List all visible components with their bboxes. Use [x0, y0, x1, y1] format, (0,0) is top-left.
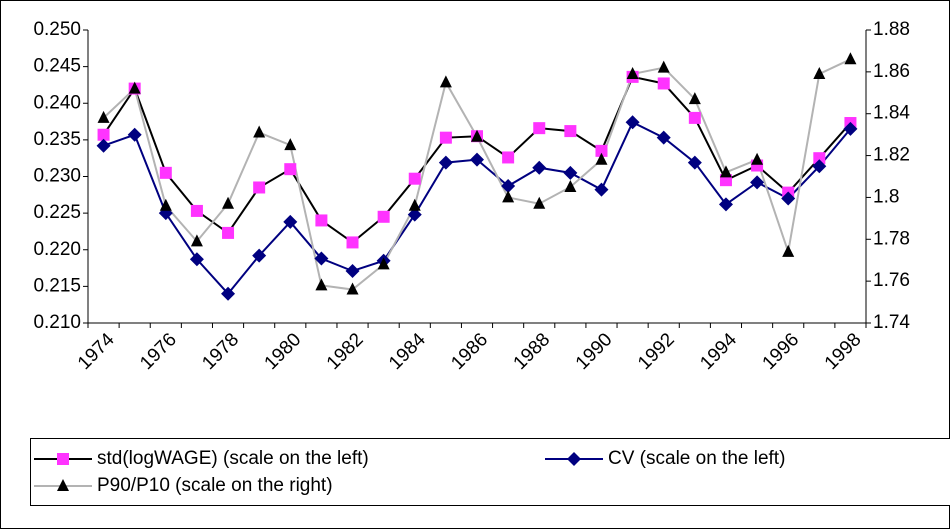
marker: [688, 111, 701, 124]
y-tick-label: 0.215: [33, 275, 81, 296]
marker: [407, 207, 422, 222]
marker: [564, 179, 577, 192]
y2-tick-label: 1.88: [873, 19, 910, 40]
marker: [595, 144, 608, 157]
marker: [315, 278, 328, 291]
y-tick-label: 0.240: [33, 92, 81, 113]
marker: [439, 75, 452, 88]
marker: [844, 52, 857, 65]
marker: [159, 166, 172, 179]
marker: [408, 198, 421, 211]
marker: [377, 257, 390, 270]
marker: [408, 172, 421, 185]
legend-label: CV (scale on the left): [608, 448, 785, 469]
marker: [252, 248, 267, 263]
legend-label: P90/P10 (scale on the right): [97, 475, 333, 496]
y-tick-label: 0.210: [33, 312, 81, 333]
marker: [687, 155, 702, 170]
legend-box: [30, 438, 950, 506]
marker: [346, 282, 359, 295]
marker: [750, 175, 765, 190]
marker: [253, 181, 266, 194]
y2-tick-label: 1.76: [873, 270, 910, 291]
marker: [813, 152, 826, 165]
marker: [625, 115, 640, 130]
marker: [221, 286, 236, 301]
y2-tick-label: 1.82: [873, 145, 910, 166]
marker: [843, 121, 858, 136]
y-tick-label: 0.230: [33, 166, 81, 187]
marker: [222, 196, 235, 209]
marker: [438, 155, 453, 170]
marker: [346, 236, 359, 249]
marker: [812, 159, 827, 174]
marker: [595, 152, 608, 165]
marker: [470, 152, 484, 167]
y-tick-label: 0.235: [33, 129, 81, 150]
marker: [782, 244, 795, 257]
marker: [719, 165, 732, 178]
marker: [190, 234, 203, 247]
marker: [532, 160, 547, 175]
marker: [718, 197, 733, 212]
marker: [533, 122, 546, 135]
marker: [656, 130, 671, 145]
marker: [315, 214, 328, 227]
marker: [128, 81, 141, 94]
marker: [377, 210, 390, 223]
y2-tick-label: 1.8: [873, 186, 899, 207]
legend-label: std(logWAGE) (scale on the left): [97, 448, 369, 469]
marker: [283, 214, 298, 229]
marker: [657, 77, 670, 90]
marker: [657, 60, 670, 73]
marker: [253, 125, 266, 138]
marker: [688, 92, 701, 105]
marker: [439, 131, 452, 144]
marker: [471, 129, 483, 142]
marker: [314, 251, 329, 266]
marker: [564, 125, 577, 138]
marker: [502, 151, 515, 164]
marker: [96, 138, 111, 153]
marker: [97, 110, 110, 123]
marker: [501, 179, 516, 194]
marker: [533, 196, 546, 209]
marker: [781, 191, 796, 206]
y2-tick-label: 1.86: [873, 61, 910, 82]
y-tick-label: 0.220: [33, 239, 81, 260]
y2-tick-label: 1.74: [873, 312, 910, 333]
marker: [97, 128, 110, 141]
marker: [127, 127, 142, 142]
y-tick-label: 0.225: [33, 202, 81, 223]
marker: [594, 182, 609, 197]
marker: [284, 163, 297, 176]
marker: [345, 263, 360, 278]
marker: [626, 66, 639, 79]
y-tick-label: 0.245: [33, 56, 81, 77]
marker: [159, 198, 172, 211]
marker: [222, 226, 235, 239]
marker: [563, 165, 578, 180]
marker: [813, 66, 826, 79]
marker: [57, 453, 69, 465]
y-tick-label: 0.250: [33, 19, 81, 40]
y2-tick-label: 1.78: [873, 228, 910, 249]
marker: [567, 452, 581, 466]
marker: [751, 152, 764, 165]
marker: [284, 138, 297, 151]
marker: [57, 479, 69, 491]
marker: [189, 252, 204, 267]
y2-tick-label: 1.84: [873, 103, 910, 124]
marker: [190, 204, 203, 217]
marker: [502, 190, 515, 203]
